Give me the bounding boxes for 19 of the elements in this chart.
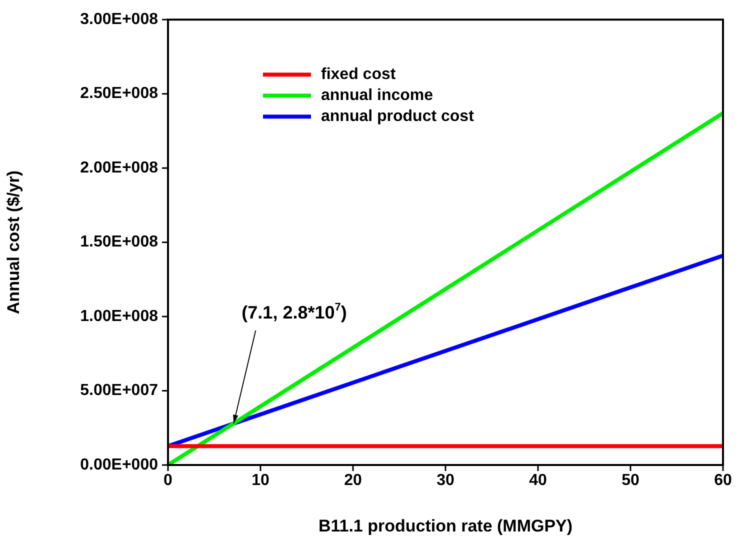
legend-label: annual income — [321, 87, 434, 104]
x-tick-label: 50 — [622, 472, 640, 490]
x-tick-label: 30 — [436, 472, 454, 490]
y-axis-title: Annual cost ($/yr) — [4, 170, 23, 314]
x-tick-label: 60 — [714, 472, 732, 490]
legend-label: fixed cost — [321, 66, 396, 84]
y-tick-label: 2.50E+008 — [80, 85, 158, 102]
x-tick-label: 20 — [344, 472, 362, 490]
y-tick-label: 5.00E+007 — [80, 382, 158, 400]
y-tick-label: 0.00E+000 — [80, 456, 158, 474]
y-tick-label: 1.00E+008 — [80, 308, 158, 325]
legend-label: annual product cost — [321, 108, 475, 126]
y-tick-label: 1.50E+008 — [80, 234, 158, 251]
y-tick-label: 2.00E+008 — [80, 159, 158, 176]
y-tick-label: 3.00E+008 — [80, 11, 158, 28]
x-tick-label: 0 — [164, 472, 173, 490]
x-axis-title: B11.1 production rate (MMGPY) — [318, 516, 573, 536]
x-tick-label: 40 — [529, 472, 547, 490]
x-tick-label: 10 — [252, 472, 270, 490]
